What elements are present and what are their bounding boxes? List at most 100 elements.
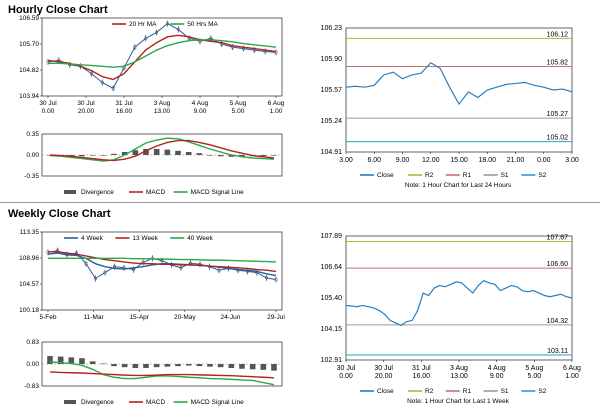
y-tick-label: 104.91 — [321, 149, 343, 156]
y-tick-label: 0.83 — [26, 339, 39, 346]
legend-r1-legend-label: R1 — [463, 388, 472, 395]
weekly-close-svg: 107.89 106.64 105.40 104.15 102.91 107.67 106.… — [321, 233, 581, 405]
divergence-bar — [239, 364, 245, 369]
x-tick-label: 0.00 — [537, 157, 551, 164]
y-tick-label: 105.70 — [19, 41, 39, 48]
divergence-bar — [271, 364, 277, 371]
hourly-macd-chart: 0.35 0.00 -0.35 Divergence MACD MACD Signal L… — [2, 128, 287, 203]
hourly-close-svg: 106.23 105.90 105.57 105.24 104.91 106.12 105.… — [321, 25, 579, 189]
x-tick-label: 5 Aug — [525, 365, 543, 372]
divergence-bar — [57, 356, 64, 364]
plot-frame — [345, 235, 573, 361]
y-tick-label: -0.35 — [24, 173, 39, 180]
macd-line — [49, 137, 275, 162]
x-tick-label: 1.00 — [565, 373, 579, 380]
series-2-legend-label: 40 Week — [187, 235, 213, 242]
legend-s2-legend-label: S2 — [538, 388, 546, 395]
divergence-bar — [121, 364, 128, 368]
level-label-s1: 104.32 — [547, 318, 569, 325]
x-tick-label: 16.00 — [116, 108, 133, 115]
divergence-bar — [239, 155, 245, 157]
x-tick-label: 4 Aug — [192, 100, 209, 107]
x-tick-label: 13.00 — [450, 373, 468, 380]
level-label-s2: 105.02 — [547, 135, 569, 142]
y-tick-label: 102.91 — [321, 357, 343, 364]
divergence-bar — [196, 153, 203, 155]
y-tick-label: 105.90 — [321, 56, 343, 63]
y-tick-label: 104.57 — [19, 281, 39, 288]
x-tick-label: 3 Aug — [154, 100, 171, 107]
y-tick-label: 104.82 — [19, 67, 39, 74]
x-tick-label: 0.00 — [42, 108, 55, 115]
x-tick-label: 4 Aug — [488, 365, 506, 372]
section-divider — [0, 202, 600, 203]
legend-r2-legend-label: R2 — [425, 388, 434, 395]
x-tick-label: 6 Aug — [268, 100, 285, 107]
weekly-price-chart: 113.35 108.96 104.57 100.18 5-Feb 11-Mar 15-Ap… — [2, 226, 287, 335]
y-tick-label: 104.15 — [321, 326, 343, 333]
macd-signal-line — [49, 371, 275, 379]
divergence-bar — [153, 149, 160, 155]
y-tick-label: 0.35 — [26, 131, 39, 138]
level-label-s2: 103.11 — [547, 348, 568, 355]
x-tick-label: 20.00 — [78, 108, 95, 115]
divergence-bar — [79, 155, 85, 157]
x-tick-label: 20.00 — [375, 373, 393, 380]
legend-r2-legend-label: R2 — [425, 172, 434, 179]
divergence-bar — [100, 363, 107, 365]
series-1-legend-label: 50 Hrs MA — [187, 21, 218, 28]
close-line — [345, 61, 573, 106]
x-tick-label: 21.00 — [507, 157, 525, 164]
divergence-bar — [217, 155, 224, 157]
divergence-bar — [89, 361, 96, 364]
legend-s1-legend-label: S1 — [501, 388, 509, 395]
x-tick-label: 31 Jul — [412, 365, 431, 372]
divergence-bar — [132, 150, 139, 155]
y-tick-label: 108.96 — [19, 255, 39, 262]
x-tick-label: 5.00 — [528, 373, 542, 380]
weekly-price-svg: 113.35 108.96 104.57 100.185-Feb 11-Mar 15-Ap… — [19, 229, 285, 321]
x-tick-label: 11-Mar — [84, 314, 105, 321]
x-tick-label: 31 Jul — [115, 100, 133, 107]
divergence-bar — [111, 153, 117, 155]
y-tick-label: 106.23 — [321, 25, 343, 32]
divergence-bar — [228, 364, 235, 368]
legend-s2-legend-label: S2 — [538, 172, 546, 179]
y-tick-label: 0.00 — [26, 361, 39, 368]
series-0-legend-label: 20 Hr MA — [129, 21, 157, 28]
plot-frame — [41, 17, 283, 97]
x-tick-label: 5 Aug — [230, 100, 247, 107]
divergence-legend-label: Divergence — [81, 399, 114, 406]
close-line — [345, 279, 573, 327]
x-tick-label: 3.00 — [339, 157, 353, 164]
x-tick-label: 18.00 — [478, 157, 496, 164]
y-tick-label: 105.57 — [321, 87, 343, 94]
hourly-macd-svg: 0.35 0.00 -0.35 Divergence MACD MACD Signal L… — [24, 131, 283, 196]
x-tick-label: 9.00 — [396, 157, 410, 164]
level-label-r1: 105.82 — [547, 60, 569, 67]
close-line — [47, 22, 277, 90]
level-label-r2: 107.67 — [547, 234, 569, 241]
chart-note: Note: 1 Hour Chart for Last 1 Week — [407, 398, 510, 405]
x-tick-label: 16.00 — [413, 373, 431, 380]
y-tick-label: 0.00 — [26, 152, 39, 159]
ma-line-1 — [48, 251, 277, 273]
weekly-macd-chart: 0.83 0.00 -0.83 Divergence MACD MACD Signal L… — [2, 332, 287, 415]
divergence-bar — [47, 356, 53, 364]
divergence-bar — [121, 152, 128, 155]
level-label-r1: 106.60 — [547, 261, 569, 268]
divergence-bar — [249, 364, 256, 370]
legend-s1-legend-label: S1 — [501, 172, 509, 179]
macd-signal-line — [49, 139, 275, 162]
y-tick-label: 113.35 — [20, 229, 40, 236]
macd-legend-label: MACD — [146, 399, 165, 406]
y-tick-label: -0.83 — [24, 383, 39, 390]
divergence-legend-swatch — [64, 190, 76, 194]
macd-line — [49, 361, 275, 386]
x-tick-label: 6 Aug — [563, 365, 581, 372]
series-1-legend-label: 13 Week — [132, 235, 158, 242]
divergence-bar — [228, 155, 235, 157]
divergence-legend-swatch — [64, 400, 76, 404]
x-tick-label: 20-May — [174, 314, 196, 321]
ma-line-2 — [48, 257, 277, 263]
